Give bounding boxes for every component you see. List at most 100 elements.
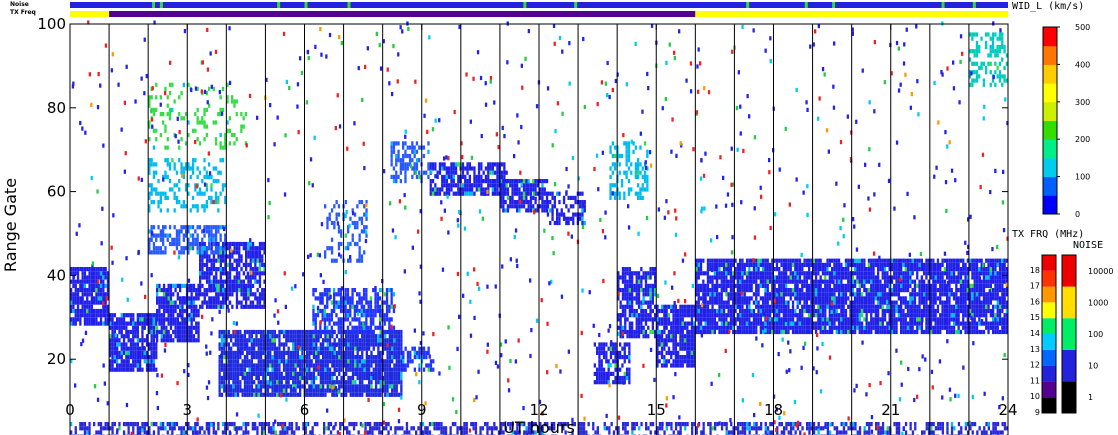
echo-cell xyxy=(224,250,227,255)
echo-cell xyxy=(333,363,336,368)
echo-cell xyxy=(409,359,412,364)
echo-cell xyxy=(778,267,781,272)
echo-cell xyxy=(182,116,185,121)
echo-cell xyxy=(248,363,251,368)
echo-cell xyxy=(134,329,137,335)
echo-cell xyxy=(365,384,368,389)
echo-cell xyxy=(273,371,276,376)
echo-cell xyxy=(345,342,348,347)
echo-cell xyxy=(150,342,153,347)
echo-cell xyxy=(443,183,446,188)
echo-cell xyxy=(745,325,749,330)
echo-cell xyxy=(660,355,664,360)
echo-cell xyxy=(175,237,179,242)
echo-cell xyxy=(496,162,499,167)
echo-cell xyxy=(276,334,279,339)
echo-cell xyxy=(388,288,391,293)
echo-cell xyxy=(532,183,535,188)
echo-cell xyxy=(361,355,364,360)
echo-cell xyxy=(136,367,139,372)
echo-cell xyxy=(803,258,806,263)
echo-cell xyxy=(169,292,173,297)
echo-cell xyxy=(496,179,499,184)
echo-cell xyxy=(167,296,170,301)
echo-cell xyxy=(732,329,735,335)
echo-cell xyxy=(791,279,795,284)
echo-cell xyxy=(148,103,151,108)
echo-cell xyxy=(670,350,673,355)
echo-cell xyxy=(168,162,172,167)
echo-cell xyxy=(157,200,160,205)
echo-cell xyxy=(425,355,428,360)
echo-cell xyxy=(358,216,361,221)
echo-cell xyxy=(627,191,631,196)
echo-cell xyxy=(150,363,153,368)
echo-cell xyxy=(808,271,811,276)
echo-cell xyxy=(88,321,91,326)
echo-cell xyxy=(438,170,442,175)
echo-cell xyxy=(273,363,276,368)
echo-cell xyxy=(90,275,93,280)
echo-cell xyxy=(384,380,387,385)
echo-cell xyxy=(125,342,128,347)
echo-cell xyxy=(266,359,270,364)
echo-cell xyxy=(214,229,218,234)
echo-cell xyxy=(322,392,325,397)
echo-cell xyxy=(70,304,73,309)
echo-cell xyxy=(263,241,266,247)
echo-cell xyxy=(527,183,530,188)
echo-cell xyxy=(404,141,407,146)
echo-cell xyxy=(141,346,144,351)
echo-cell xyxy=(196,237,199,242)
echo-cell xyxy=(436,170,439,175)
echo-cell xyxy=(729,258,733,263)
echo-cell xyxy=(766,275,769,280)
echo-cell xyxy=(422,346,426,351)
echo-cell xyxy=(695,300,698,305)
echo-cell xyxy=(709,262,712,267)
echo-cell xyxy=(363,346,366,351)
echo-cell xyxy=(259,350,263,355)
echo-cell xyxy=(228,141,231,146)
echo-cell xyxy=(397,380,401,385)
echo-cell xyxy=(787,267,790,272)
echo-cell xyxy=(333,300,336,305)
echo-cell xyxy=(810,292,813,297)
echo-cell xyxy=(384,371,387,376)
echo-cell xyxy=(623,141,626,146)
echo-cell xyxy=(148,346,151,351)
echo-cell xyxy=(395,371,398,376)
echo-cell xyxy=(120,317,123,322)
echo-cell xyxy=(86,304,89,309)
echo-cell xyxy=(285,334,288,339)
echo-cell xyxy=(624,296,627,301)
echo-cell xyxy=(413,145,416,150)
echo-cell xyxy=(169,300,173,305)
echo-cell xyxy=(778,300,781,305)
echo-cell xyxy=(628,288,631,293)
echo-cell xyxy=(713,262,716,267)
echo-cell xyxy=(143,325,146,330)
echo-cell xyxy=(665,359,668,364)
echo-cell xyxy=(278,355,281,360)
echo-cell xyxy=(722,325,726,330)
echo-cell xyxy=(233,267,236,272)
echo-cell xyxy=(395,338,398,343)
echo-cell xyxy=(208,296,211,301)
echo-cell xyxy=(609,195,612,200)
echo-cell xyxy=(397,346,401,351)
echo-cell xyxy=(109,317,112,322)
echo-cell xyxy=(725,271,728,276)
echo-cell xyxy=(299,334,302,339)
echo-cell xyxy=(637,170,640,175)
echo-cell xyxy=(727,296,730,301)
echo-cell xyxy=(219,158,222,163)
echo-cell xyxy=(427,367,430,372)
echo-cell xyxy=(427,363,430,368)
echo-cell xyxy=(558,212,561,217)
echo-cell xyxy=(367,308,370,314)
echo-cell xyxy=(361,334,364,339)
echo-cell xyxy=(677,317,680,322)
echo-cell xyxy=(160,296,163,301)
echo-cell xyxy=(231,254,234,259)
